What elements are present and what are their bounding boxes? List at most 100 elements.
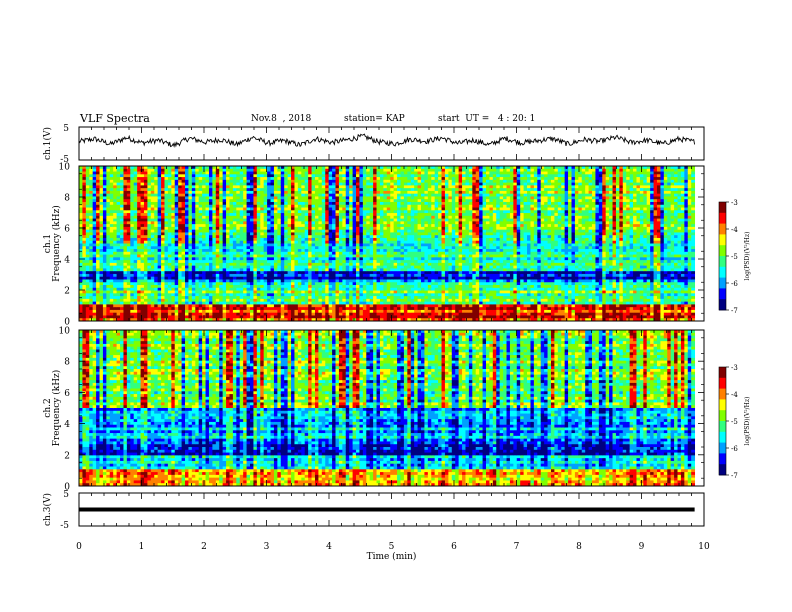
spectrogram-cell xyxy=(157,232,162,236)
spectrogram-cell xyxy=(202,282,206,286)
spectrogram-cell xyxy=(133,246,138,250)
spectrogram-cell xyxy=(328,254,333,258)
spectrogram-cell xyxy=(178,188,182,192)
spectrogram-cell xyxy=(89,226,94,231)
spectrogram-cell xyxy=(314,193,319,197)
spectrogram-cell xyxy=(366,190,371,195)
spectrogram-cell xyxy=(92,296,97,300)
spectrogram-cell xyxy=(280,251,285,255)
spectrogram-cell xyxy=(246,182,251,186)
spectrogram-cell xyxy=(208,287,213,291)
spectrogram-cell xyxy=(291,257,295,261)
spectrogram-cell xyxy=(239,207,244,211)
spectrogram-cell xyxy=(219,262,224,267)
spectrogram-cell xyxy=(325,177,330,181)
spectrogram-cell xyxy=(205,262,210,267)
spectrogram-cell xyxy=(120,249,124,253)
spectrogram-cell xyxy=(154,312,159,316)
spectrogram-cell xyxy=(174,240,179,244)
spectrogram-cell xyxy=(304,307,309,311)
spectrogram-cell xyxy=(229,204,234,208)
spectrogram-cell xyxy=(157,196,162,200)
spectrogram-cell xyxy=(294,179,299,184)
spectrogram-cell xyxy=(96,188,100,192)
spectrogram-cell xyxy=(85,276,90,280)
spectrogram-cell xyxy=(215,207,220,211)
spectrogram-cell xyxy=(171,251,176,255)
spectrogram-cell xyxy=(133,174,138,178)
spectrogram-cell xyxy=(140,240,145,244)
spectrogram-cell xyxy=(164,276,169,280)
spectrogram-cell xyxy=(277,260,282,264)
spectrogram-cell xyxy=(277,204,282,208)
spectrogram-cell xyxy=(325,304,330,308)
spectrogram-cell xyxy=(219,188,224,192)
spectrogram-cell xyxy=(260,190,265,195)
spectrogram-cell xyxy=(167,293,172,297)
spectrogram-cell xyxy=(154,307,159,311)
spectrogram-cell xyxy=(236,229,241,233)
spectrogram-cell xyxy=(352,287,357,291)
spectrogram-cell xyxy=(99,190,104,195)
spectrogram-cell xyxy=(342,182,347,186)
spectrogram-cell xyxy=(273,218,278,222)
spectrogram-cell xyxy=(140,304,145,308)
spectrogram-cell xyxy=(161,207,165,211)
spectrogram-cell xyxy=(147,315,152,319)
spectrogram-cell xyxy=(185,251,189,255)
spectrogram-cell xyxy=(229,240,234,244)
spectrogram-cell xyxy=(167,221,172,225)
spectrogram-cell xyxy=(171,312,176,316)
spectrogram-cell xyxy=(243,185,247,189)
spectrogram-cell xyxy=(191,254,196,258)
spectrogram-cell xyxy=(215,318,220,322)
spectrogram-cell xyxy=(250,190,254,195)
spectrogram-cell xyxy=(147,207,152,211)
spectrogram-cell xyxy=(332,249,336,253)
spectrogram-cell xyxy=(140,287,145,291)
spectrogram-cell xyxy=(280,224,285,228)
spectrogram-cell xyxy=(308,221,312,225)
spectrogram-cell xyxy=(174,276,179,280)
spectrogram-cell xyxy=(195,235,200,239)
spectrogram-cell xyxy=(116,232,121,236)
spectrogram-cell xyxy=(181,271,186,275)
spectrogram-cell xyxy=(202,307,206,311)
spectrogram-cell xyxy=(164,265,169,269)
spectrogram-cell xyxy=(246,271,251,275)
spectrogram-cell xyxy=(243,318,247,322)
spectrogram-cell xyxy=(311,257,316,261)
spectrogram-cell xyxy=(229,218,234,222)
spectrogram-cell xyxy=(243,293,247,297)
spectrogram-cell xyxy=(130,193,135,197)
spectrogram-cell xyxy=(126,171,131,175)
spectrogram-cell xyxy=(140,260,145,264)
spectrogram-cell xyxy=(102,221,107,225)
spectrogram-cell xyxy=(212,260,217,264)
spectrogram-cell xyxy=(123,201,128,206)
spectrogram-cell xyxy=(89,215,94,219)
spectrogram-cell xyxy=(181,290,186,294)
spectrogram-cell xyxy=(85,307,90,311)
spectrogram-cell xyxy=(191,287,196,291)
spectrogram-cell xyxy=(267,318,271,322)
spectrogram-cell xyxy=(215,235,220,239)
spectrogram-cell xyxy=(198,179,203,184)
spectrogram-cell xyxy=(191,224,196,228)
spectrogram-cell xyxy=(291,282,295,286)
spectrogram-cell xyxy=(229,221,234,225)
spectrogram-cell xyxy=(154,304,159,308)
spectrogram-cell xyxy=(123,276,128,280)
spectrogram-cell xyxy=(338,193,343,197)
spectrogram-cell xyxy=(195,210,200,214)
spectrogram-cell xyxy=(143,271,148,275)
spectrogram-cell xyxy=(195,251,200,255)
spectrogram-cell xyxy=(82,182,87,186)
spectrogram-cell xyxy=(342,246,347,250)
spectrogram-cell xyxy=(338,276,343,280)
spectrogram-cell xyxy=(222,232,227,236)
spectrogram-cell xyxy=(362,273,367,278)
spectrogram-cell xyxy=(109,177,114,181)
spectrogram-cell xyxy=(284,171,289,175)
spectrogram-cell xyxy=(338,190,343,195)
